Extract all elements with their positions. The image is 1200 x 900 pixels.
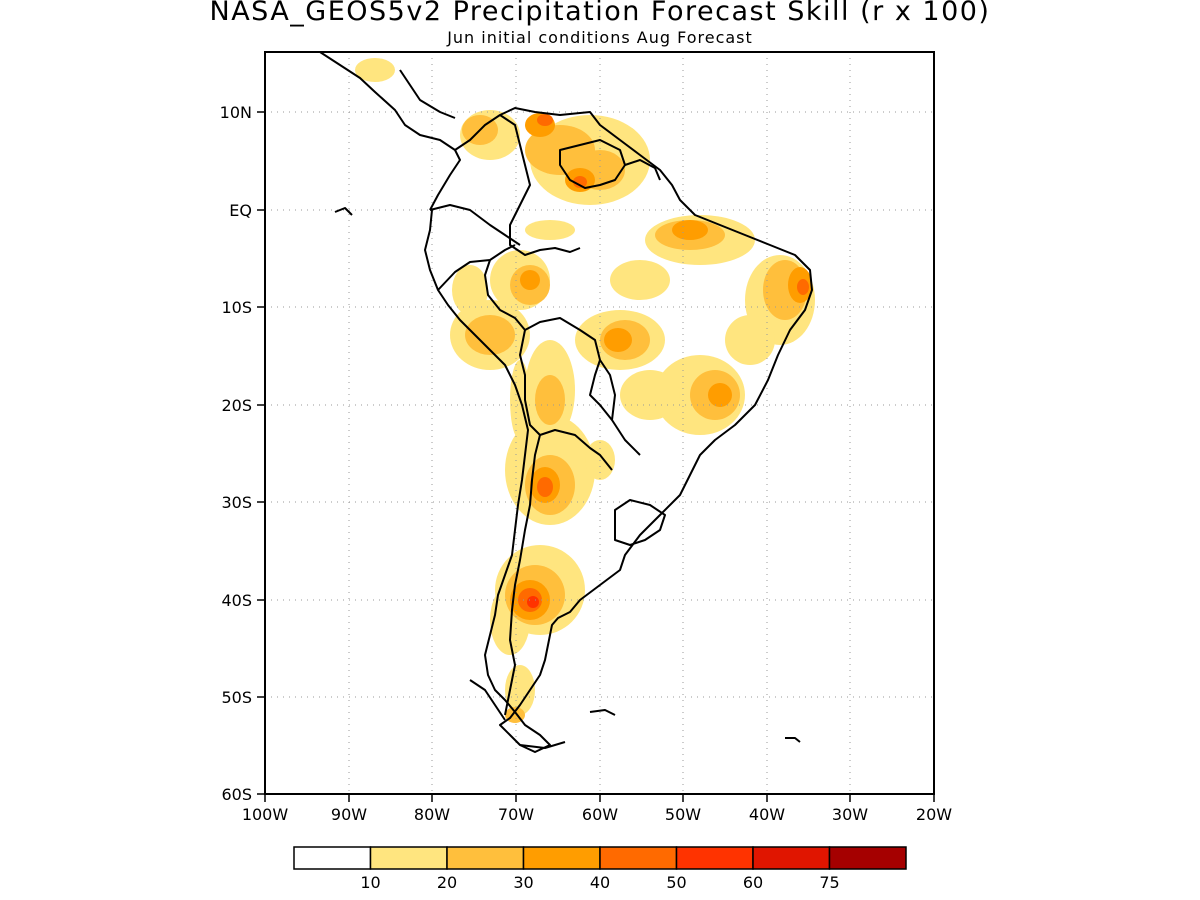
colorbar-label-50: 50: [666, 873, 686, 892]
lat-label-50s: 50S: [221, 688, 252, 707]
lon-label-90w: 90W: [331, 805, 367, 824]
tick-marks: [257, 111, 935, 802]
grid-lines: [265, 52, 934, 794]
map-title: NASA_GEOS5v2 Precipitation Forecast Skil…: [209, 0, 991, 27]
lon-label-80w: 80W: [414, 805, 450, 824]
colorbar-box-7: [828, 846, 907, 870]
colorbar-box-0: [293, 846, 372, 870]
coastlines: [319, 52, 813, 753]
colorbar-box-6: [752, 846, 831, 870]
lon-label-50w: 50W: [665, 805, 701, 824]
lat-label-10s: 10S: [221, 298, 252, 317]
colorbar-label-10: 10: [360, 873, 380, 892]
lon-label-40w: 40W: [749, 805, 785, 824]
longitude-labels: 100W 90W 80W 70W 60W 50W 40W 30W 20W: [242, 805, 952, 824]
colorbar-box-5: [675, 846, 754, 870]
lon-label-20w: 20W: [916, 805, 952, 824]
skill-shading: [355, 58, 815, 723]
lat-label-60s: 60S: [221, 785, 252, 804]
colorbar-box-2: [446, 846, 525, 870]
colorbar: 10 20 30 40 50 60 75: [293, 846, 907, 892]
colorbar-label-40: 40: [590, 873, 610, 892]
latitude-labels: 10N EQ 10S 20S 30S 40S 50S 60S: [220, 103, 252, 804]
colorbar-label-75: 75: [819, 873, 839, 892]
lat-label-40s: 40S: [221, 591, 252, 610]
lon-label-30w: 30W: [832, 805, 868, 824]
map-subtitle: Jun initial conditions Aug Forecast: [447, 28, 753, 47]
lon-label-60w: 60W: [582, 805, 618, 824]
colorbar-box-4: [599, 846, 678, 870]
lon-label-70w: 70W: [498, 805, 534, 824]
lat-label-eq: EQ: [229, 201, 252, 220]
lat-label-10n: 10N: [220, 103, 252, 122]
colorbar-label-60: 60: [743, 873, 763, 892]
colorbar-box-1: [369, 846, 448, 870]
colorbar-label-30: 30: [513, 873, 533, 892]
colorbar-box-3: [522, 846, 601, 870]
lon-label-100w: 100W: [242, 805, 289, 824]
colorbar-label-20: 20: [437, 873, 457, 892]
lat-label-20s: 20S: [221, 396, 252, 415]
lat-label-30s: 30S: [221, 493, 252, 512]
